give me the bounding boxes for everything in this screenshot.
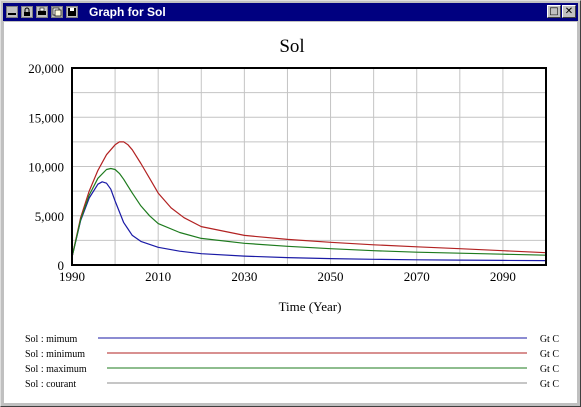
- x-tick-label: 1990: [59, 269, 85, 284]
- legend-unit-label: Gt C: [540, 334, 560, 345]
- copy-icon[interactable]: [51, 6, 63, 18]
- legend-unit-label: Gt C: [540, 349, 560, 360]
- legend-unit-label: Gt C: [540, 364, 560, 375]
- legend-series-label: Sol : maximum: [25, 364, 87, 375]
- window-title: Graph for Sol: [89, 5, 166, 19]
- x-tick-label: 2070: [404, 269, 430, 284]
- y-tick-label: 10,000: [28, 160, 64, 175]
- series-line: [71, 181, 547, 262]
- minimize-bar-icon[interactable]: [6, 6, 18, 18]
- legend-unit-label: Gt C: [540, 379, 560, 390]
- y-tick-label: 15,000: [28, 110, 64, 125]
- line-chart: Sol Time (Year) 1990 2010 2030 2050 2070 2090…: [25, 36, 559, 390]
- series-line: [71, 141, 547, 258]
- legend-series-label: Sol : mimum: [25, 334, 77, 345]
- x-tick-label: 2050: [318, 269, 344, 284]
- close-button[interactable]: ✕: [562, 5, 576, 18]
- y-tick-label: 20,000: [28, 61, 64, 76]
- x-tick-label: 2090: [490, 269, 516, 284]
- save-icon[interactable]: [66, 6, 78, 18]
- x-axis-label: Time (Year): [279, 299, 342, 314]
- print-icon[interactable]: [36, 6, 48, 18]
- plot-frame: [71, 67, 547, 266]
- title-bar[interactable]: Graph for Sol □ ✕: [3, 3, 578, 21]
- x-tick-label: 2010: [145, 269, 171, 284]
- series-line: [71, 167, 547, 258]
- chart-title: Sol: [279, 36, 304, 57]
- graph-area: Sol Time (Year) 1990 2010 2030 2050 2070 2090…: [4, 22, 577, 403]
- x-tick-label: 2030: [231, 269, 257, 284]
- lock-icon[interactable]: [21, 6, 33, 18]
- y-tick-label: 5,000: [35, 209, 64, 224]
- axis-ticks: 1990 2010 2030 2050 2070 2090 0 5,000 10,000 15,0…: [28, 61, 516, 284]
- legend-series-label: Sol : courant: [25, 379, 76, 390]
- restore-button[interactable]: □: [547, 5, 561, 18]
- legend: Sol : mimum Gt C Sol : minimum Gt C Sol : ma…: [25, 334, 559, 390]
- legend-series-label: Sol : minimum: [25, 349, 85, 360]
- series-lines: [71, 141, 547, 262]
- y-tick-label: 0: [58, 258, 65, 273]
